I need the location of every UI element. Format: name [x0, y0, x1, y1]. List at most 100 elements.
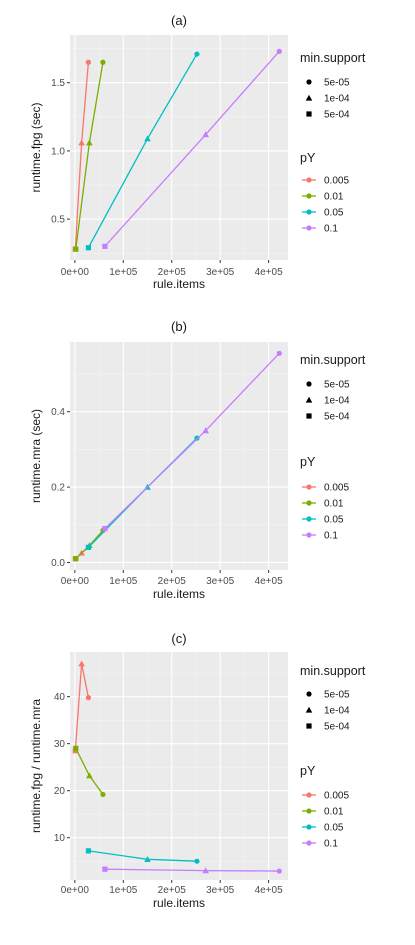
legend-point-key	[306, 225, 312, 231]
data-point-triangle	[202, 867, 209, 874]
legend-3: min.support 5e-05 1e-04 5e-04 pY 0.005 0.01 0.0…	[300, 664, 366, 850]
legend-shape-triangle-icon	[305, 706, 313, 713]
x-tick-label: 4e+05	[255, 885, 284, 896]
series-0.01	[73, 745, 106, 798]
legend-2: min.support 5e-05 1e-04 5e-04 pY 0.005 0.01 0.0…	[300, 353, 366, 542]
legend-shape-label: 5e-04	[324, 722, 350, 733]
y-axis-title: runtime.mra (sec)	[29, 409, 43, 503]
data-point-circle	[276, 48, 282, 54]
legend-shape-label: 5e-05	[324, 690, 350, 701]
data-point-square	[85, 245, 92, 251]
panel-title: (b)	[171, 319, 187, 334]
data-point-circle	[276, 350, 282, 356]
legend-shape-label: 5e-05	[324, 380, 350, 391]
series-0.1	[102, 866, 282, 874]
legend-shape-square-icon	[306, 111, 312, 117]
plot-background	[70, 652, 288, 880]
y-tick-label: 0.5	[51, 215, 65, 226]
data-point-square	[85, 848, 92, 854]
series-0.01	[73, 59, 106, 252]
data-point-square	[102, 243, 108, 249]
legend-color-label: 0.1	[324, 839, 338, 850]
x-tick-label: 3e+05	[206, 885, 235, 896]
data-point-circle	[194, 858, 200, 864]
legend-shape-triangle-icon	[305, 94, 313, 101]
legend-shape-label: 5e-05	[324, 78, 350, 89]
legend-shape-circle-icon	[306, 381, 312, 387]
data-point-triangle	[86, 772, 93, 779]
plot-background	[70, 35, 288, 260]
x-tick-label: 4e+05	[255, 576, 284, 587]
y-tick-label: 0.4	[51, 407, 65, 418]
legend-shape-title: min.support	[300, 664, 366, 678]
legend-shape-circle-icon	[306, 691, 312, 697]
y-tick-label: 20	[54, 786, 66, 797]
legend-shape-square-icon	[306, 723, 312, 729]
data-point-triangle	[144, 135, 151, 142]
data-point-square	[85, 544, 92, 550]
legend-point-key	[306, 532, 312, 538]
chart-panel-3: 0e+00 1e+05 2e+05 3e+05 4e+05 10 20 30 40 (c) rule…	[29, 631, 288, 910]
legend-shape-title: min.support	[300, 51, 366, 65]
series-0.05	[85, 848, 200, 864]
y-tick-label: 1.5	[51, 78, 65, 89]
legend-color-label: 0.05	[324, 823, 344, 834]
legend-point-key	[306, 840, 312, 846]
series-0.1	[102, 48, 282, 249]
legend-color-label: 0.1	[324, 224, 338, 235]
data-point-circle	[276, 868, 282, 874]
data-point-triangle	[86, 139, 93, 146]
x-tick-label: 3e+05	[206, 576, 235, 587]
panel-title: (c)	[171, 631, 186, 646]
x-tick-label: 1e+05	[109, 885, 138, 896]
x-tick-label: 2e+05	[158, 576, 187, 587]
x-tick-label: 1e+05	[109, 576, 138, 587]
y-tick-label: 30	[54, 739, 66, 750]
legend-color-label: 0.05	[324, 515, 344, 526]
legend-color-label: 0.01	[324, 499, 344, 510]
data-point-circle	[100, 791, 106, 798]
y-axis-title: runtime.fpg / runtime.mra	[29, 699, 43, 833]
legend-point-key	[306, 193, 312, 199]
legend-color-title: pY	[300, 455, 316, 469]
data-point-circle	[85, 695, 92, 701]
legend-1: min.support 5e-05 1e-04 5e-04 pY 0.005 0.01 0.0…	[300, 51, 366, 235]
legend-color-label: 0.005	[324, 483, 349, 494]
x-tick-label: 0e+00	[61, 885, 90, 896]
x-tick-label: 2e+05	[158, 267, 187, 278]
data-point-triangle	[78, 139, 85, 146]
series-0.05	[85, 51, 200, 251]
legend-color-label: 0.01	[324, 807, 344, 818]
legend-point-key	[306, 516, 312, 522]
data-point-square	[73, 556, 79, 562]
data-point-triangle	[78, 660, 85, 667]
y-tick-label: 10	[54, 833, 66, 844]
y-axis-title: runtime.fpg (sec)	[29, 102, 43, 192]
legend-color-title: pY	[300, 764, 316, 778]
data-point-square	[102, 525, 108, 532]
data-point-circle	[85, 59, 92, 65]
legend-point-key	[306, 500, 312, 506]
x-tick-label: 3e+05	[206, 267, 235, 278]
data-point-square	[73, 745, 79, 751]
x-axis-title: rule.items	[153, 587, 205, 601]
legend-point-key	[306, 177, 312, 183]
legend-color-label: 0.05	[324, 208, 344, 219]
data-point-triangle	[202, 131, 209, 138]
legend-shape-title: min.support	[300, 353, 366, 367]
chart-panel-2: 0e+00 1e+05 2e+05 3e+05 4e+05 0.0 0.2 0.4 (b) rul…	[29, 319, 288, 601]
x-tick-label: 2e+05	[158, 885, 187, 896]
y-tick-label: 40	[54, 692, 66, 703]
panel-title: (a)	[171, 13, 187, 28]
x-axis-title: rule.items	[153, 896, 205, 910]
data-point-triangle	[202, 427, 209, 434]
legend-shape-circle-icon	[306, 79, 312, 85]
legend-color-title: pY	[300, 151, 316, 165]
chart-panel-1: 0e+00 1e+05 2e+05 3e+05 4e+05 0.5 1.0 1.5 (a) rul…	[29, 13, 288, 291]
x-tick-label: 0e+00	[61, 267, 90, 278]
legend-shape-label: 1e-04	[324, 94, 350, 105]
data-point-circle	[194, 51, 200, 57]
legend-point-key	[306, 808, 312, 814]
legend-shape-label: 5e-04	[324, 110, 350, 121]
